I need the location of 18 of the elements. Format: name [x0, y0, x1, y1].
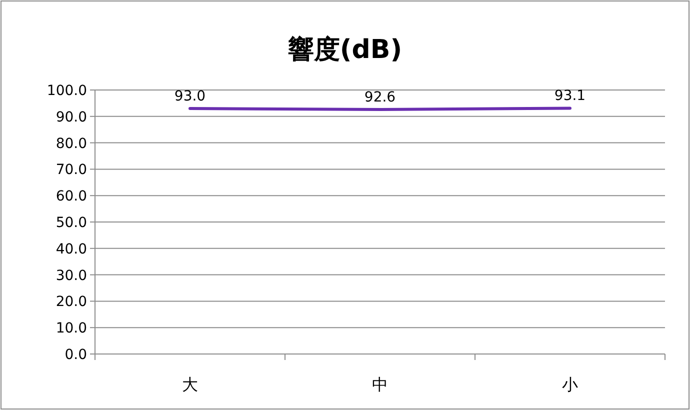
y-tick-label: 70.0: [56, 162, 87, 178]
y-tick-label: 90.0: [56, 109, 87, 126]
data-label: 93.0: [174, 88, 206, 104]
y-tick-label: 100.0: [46, 83, 87, 99]
y-tick-label: 30.0: [56, 268, 87, 284]
data-label: 93.1: [554, 88, 586, 104]
x-tick-label: 大: [182, 375, 198, 394]
y-tick-label: 50.0: [56, 215, 87, 231]
y-tick-label: 80.0: [56, 136, 87, 152]
y-tick-label: 0.0: [64, 347, 87, 363]
x-tick-label: 小: [562, 375, 578, 394]
data-label: 92.6: [364, 90, 396, 106]
x-tick-label: 中: [372, 375, 388, 394]
y-tick-label: 40.0: [56, 241, 87, 258]
y-tick-label: 60.0: [56, 188, 87, 205]
y-tick-label: 20.0: [56, 294, 87, 310]
chart-title: 響度(dB): [288, 35, 402, 65]
y-tick-label: 10.0: [56, 320, 87, 337]
